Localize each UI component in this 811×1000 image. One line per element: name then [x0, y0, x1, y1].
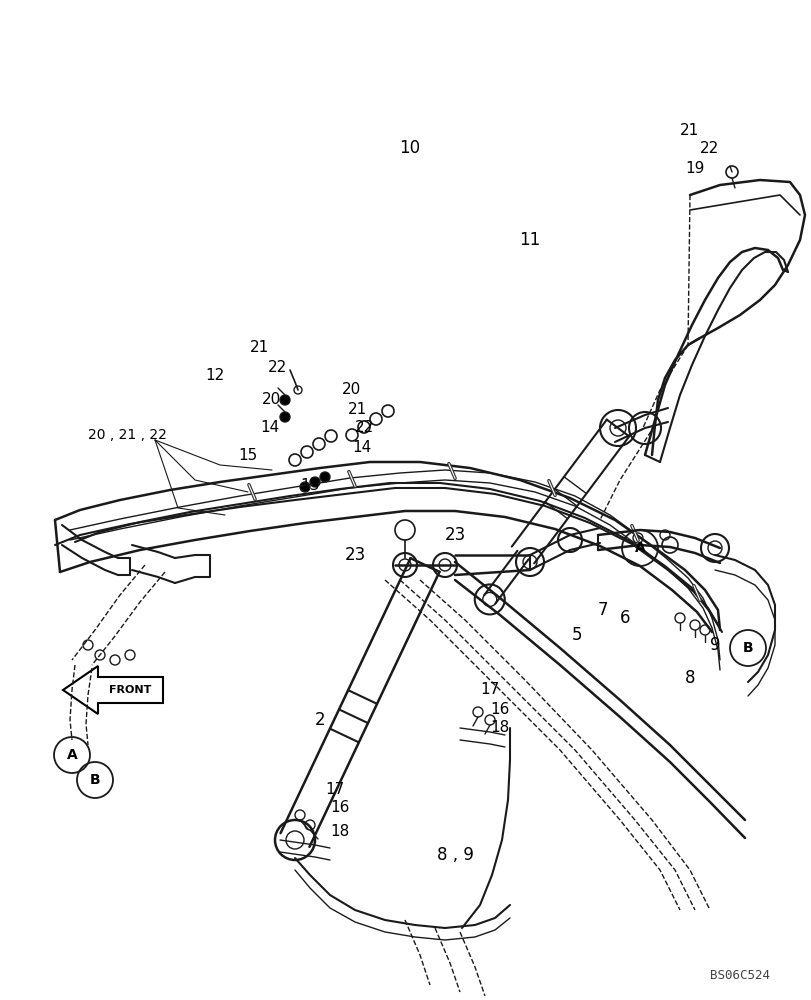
- Text: B: B: [742, 641, 753, 655]
- Text: 22: 22: [355, 420, 374, 436]
- Text: 16: 16: [490, 702, 509, 717]
- Text: 12: 12: [205, 367, 225, 382]
- Circle shape: [280, 412, 290, 422]
- Text: 16: 16: [330, 800, 350, 815]
- Text: 17: 17: [325, 782, 344, 797]
- Text: 18: 18: [490, 720, 509, 735]
- Text: 22: 22: [700, 141, 719, 156]
- Text: 20: 20: [342, 382, 361, 397]
- Text: 8 , 9: 8 , 9: [436, 846, 473, 864]
- Text: 2: 2: [315, 711, 325, 729]
- Circle shape: [299, 482, 310, 492]
- Text: 23: 23: [344, 546, 365, 564]
- Text: 14: 14: [352, 440, 371, 456]
- Text: 5: 5: [571, 626, 581, 644]
- Text: 19: 19: [684, 161, 704, 176]
- Text: 13: 13: [300, 478, 320, 492]
- Circle shape: [310, 477, 320, 487]
- Text: A: A: [67, 748, 77, 762]
- Text: 9: 9: [709, 636, 719, 654]
- Circle shape: [280, 395, 290, 405]
- Text: 7: 7: [597, 601, 607, 619]
- Text: 17: 17: [480, 682, 499, 698]
- Text: 14: 14: [260, 420, 279, 436]
- Text: 10: 10: [399, 139, 420, 157]
- Circle shape: [320, 472, 329, 482]
- Text: 18: 18: [330, 824, 350, 839]
- Text: 15: 15: [238, 448, 257, 462]
- Text: 6: 6: [619, 609, 629, 627]
- Text: B: B: [89, 773, 101, 787]
- Text: 11: 11: [519, 231, 540, 249]
- Text: 23: 23: [444, 526, 465, 544]
- Text: 21: 21: [250, 340, 269, 356]
- Text: 8: 8: [684, 669, 694, 687]
- Text: 21: 21: [348, 402, 367, 418]
- Text: 21: 21: [680, 123, 699, 138]
- Text: A: A: [634, 541, 645, 555]
- Text: 22: 22: [268, 360, 287, 375]
- Text: 20: 20: [262, 392, 281, 408]
- Text: BS06C524: BS06C524: [709, 969, 769, 982]
- Text: FRONT: FRONT: [109, 685, 151, 695]
- Text: 20 , 21 , 22: 20 , 21 , 22: [88, 428, 167, 442]
